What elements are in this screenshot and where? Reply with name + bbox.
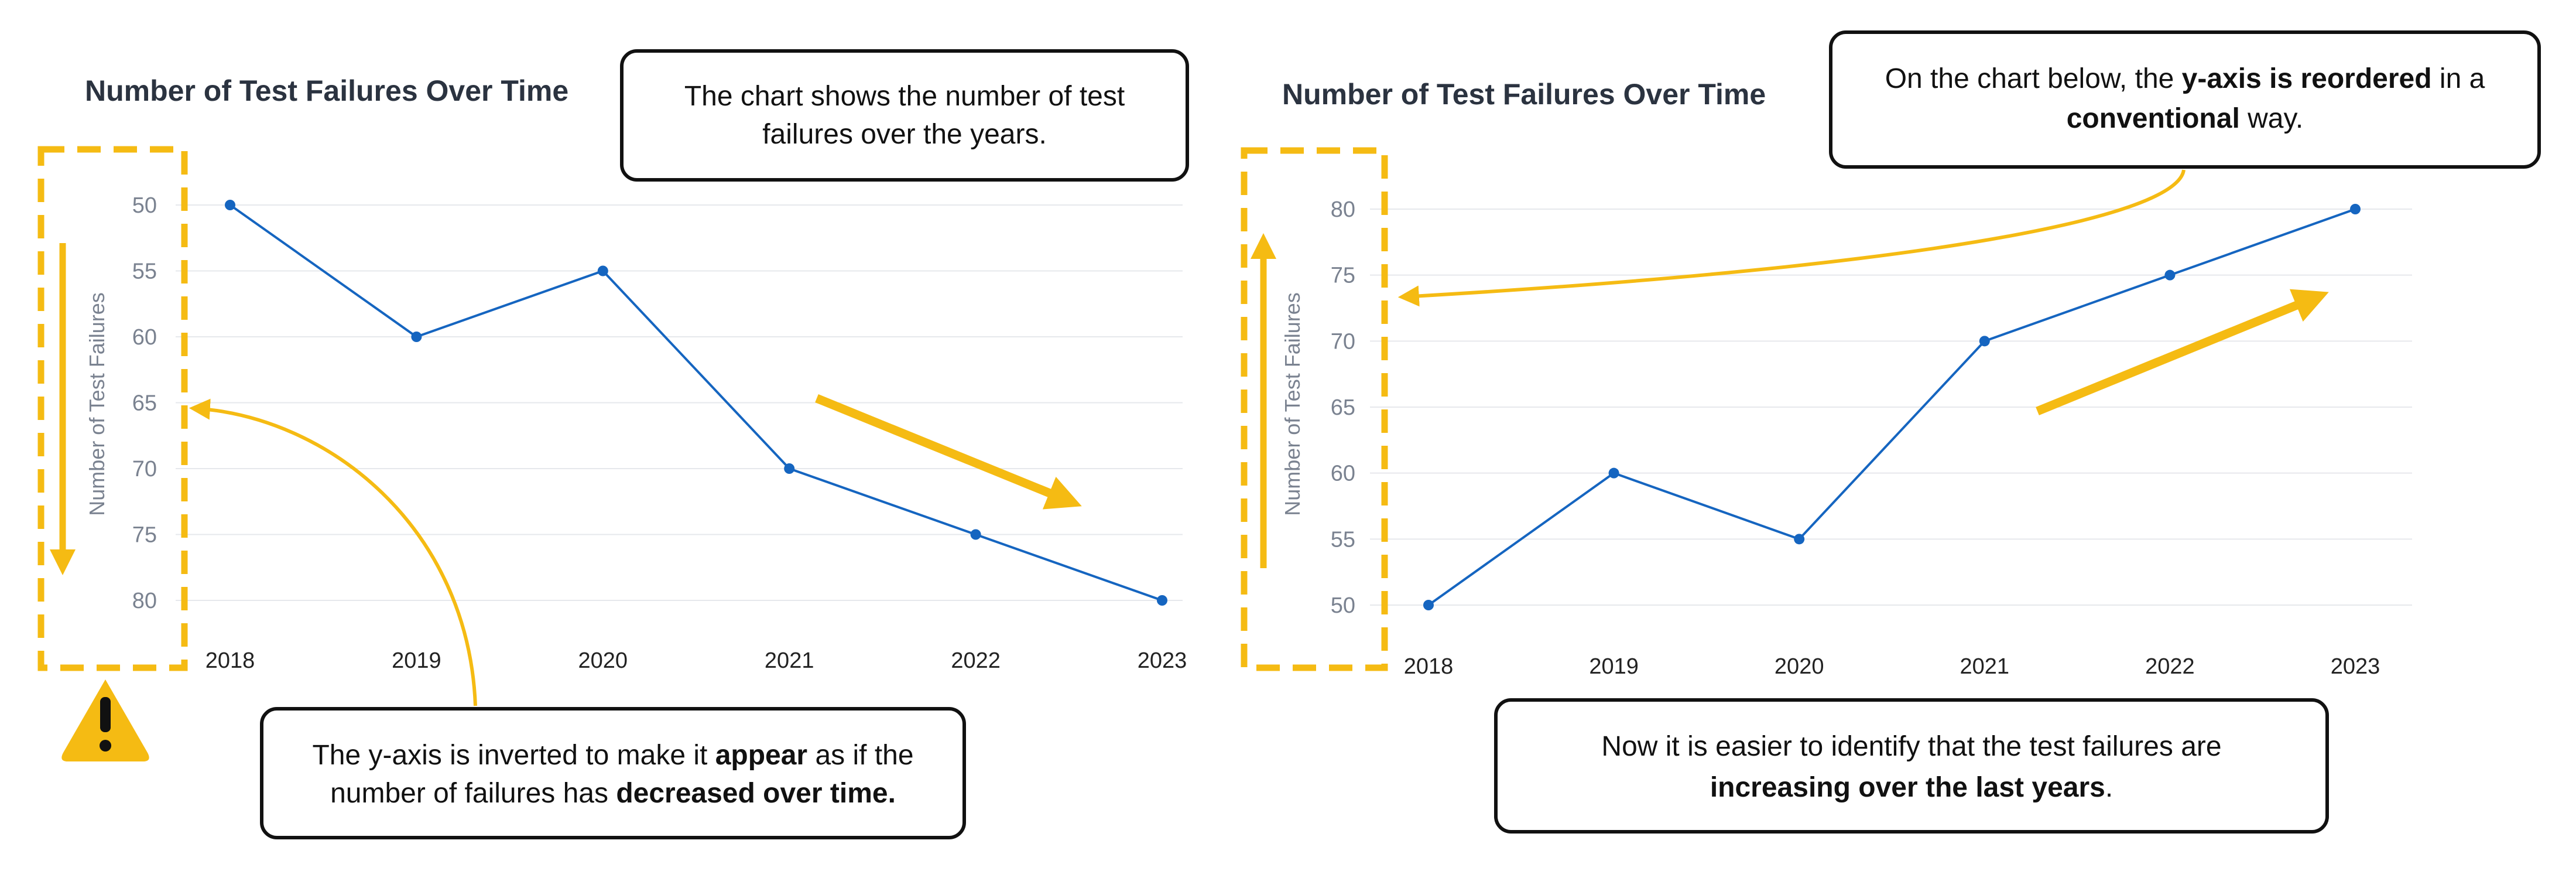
right-x-tick-label: 2022 xyxy=(2145,654,2195,679)
right-callout-pointer xyxy=(1397,169,2186,307)
left-y-tick-label: 80 xyxy=(132,589,157,613)
right-data-point xyxy=(1794,534,1805,545)
left-bottom-callout-line1: The y-axis is inverted to make it appear… xyxy=(312,740,913,771)
right-y-tick-label: 75 xyxy=(1331,264,1355,288)
left-chart: Number of Test Failures Over Time 50 55 60… xyxy=(85,74,1187,673)
left-chart-series xyxy=(225,200,1167,606)
right-y-tick-label: 80 xyxy=(1331,197,1355,222)
right-y-tick-label: 55 xyxy=(1331,527,1355,552)
right-data-point xyxy=(1423,600,1434,610)
right-top-callout: On the chart below, the y-axis is reorde… xyxy=(1829,30,2541,169)
left-data-point xyxy=(225,200,235,210)
right-y-tick-label: 65 xyxy=(1331,395,1355,420)
left-y-tick-label: 75 xyxy=(132,523,157,548)
left-x-tick-label: 2021 xyxy=(765,648,814,673)
left-chart-y-ticks: 50 55 60 65 70 75 80 xyxy=(132,193,157,613)
right-x-tick-label: 2021 xyxy=(1960,654,2010,679)
left-series-line xyxy=(229,204,1163,602)
right-y-axis-highlight-box xyxy=(1241,147,1388,671)
left-data-point xyxy=(784,463,795,474)
right-x-tick-label: 2018 xyxy=(1404,654,1454,679)
left-data-point xyxy=(1157,595,1167,606)
warning-icon xyxy=(61,679,149,761)
left-x-tick-label: 2018 xyxy=(205,648,255,673)
right-y-tick-label: 60 xyxy=(1331,462,1355,486)
left-chart-y-axis-label: Number of Test Failures xyxy=(85,292,109,515)
left-bottom-callout-line2: number of failures has decreased over ti… xyxy=(330,778,896,809)
right-x-tick-label: 2020 xyxy=(1775,654,1824,679)
right-top-callout-line1: On the chart below, the y-axis is reorde… xyxy=(1885,63,2485,94)
left-top-callout-line2: failures over the years. xyxy=(762,119,1047,150)
left-y-tick-label: 55 xyxy=(132,259,157,284)
left-y-tick-label: 70 xyxy=(132,457,157,481)
left-chart-title: Number of Test Failures Over Time xyxy=(85,74,568,107)
left-x-tick-label: 2020 xyxy=(578,648,628,673)
right-chart-series xyxy=(1423,204,2361,610)
left-y-tick-label: 65 xyxy=(132,391,157,416)
left-data-point xyxy=(411,332,422,342)
right-chart-y-ticks: 50 55 60 65 70 75 80 xyxy=(1331,197,1355,618)
left-chart-x-ticks: 2018 2019 2020 2021 2022 2023 xyxy=(205,648,1187,673)
right-data-point xyxy=(2350,204,2361,214)
right-series-line xyxy=(1427,208,2356,606)
left-data-point xyxy=(597,265,608,276)
left-y-tick-label: 60 xyxy=(132,325,157,350)
right-chart-title: Number of Test Failures Over Time xyxy=(1282,78,1766,111)
left-top-callout: The chart shows the number of test failu… xyxy=(620,49,1189,182)
right-data-point xyxy=(1979,336,1990,347)
left-y-tick-label: 50 xyxy=(132,193,157,218)
right-chart-x-ticks: 2018 2019 2020 2021 2022 2023 xyxy=(1404,654,2380,679)
left-top-callout-line1: The chart shows the number of test xyxy=(684,81,1125,112)
left-bottom-callout: The y-axis is inverted to make it appear… xyxy=(260,707,966,839)
left-callout-pointer xyxy=(189,398,477,706)
trend-up-arrow-icon xyxy=(2036,289,2329,415)
left-x-tick-label: 2022 xyxy=(951,648,1001,673)
right-y-tick-label: 70 xyxy=(1331,329,1355,354)
right-data-point xyxy=(1608,467,1619,479)
right-chart-grid xyxy=(1370,209,2412,606)
right-bottom-callout: Now it is easier to identify that the te… xyxy=(1494,698,2329,834)
right-x-tick-label: 2023 xyxy=(2331,654,2380,679)
left-x-tick-label: 2019 xyxy=(392,648,441,673)
left-x-tick-label: 2023 xyxy=(1138,648,1187,673)
left-y-axis-highlight-box xyxy=(37,146,188,671)
left-chart-grid xyxy=(176,204,1183,601)
trend-down-arrow-icon xyxy=(815,394,1082,510)
right-bottom-callout-line2: increasing over the last years. xyxy=(1710,772,2113,803)
left-data-point xyxy=(970,529,981,540)
right-chart-y-axis-label: Number of Test Failures xyxy=(1280,292,1304,515)
right-x-tick-label: 2019 xyxy=(1589,654,1639,679)
right-y-tick-label: 50 xyxy=(1331,593,1355,618)
right-chart: Number of Test Failures Over Time 50 55 60… xyxy=(1280,78,2412,679)
right-data-point xyxy=(2164,269,2176,281)
right-bottom-callout-line1: Now it is easier to identify that the te… xyxy=(1601,731,2221,762)
right-top-callout-line2: conventional way. xyxy=(2067,103,2304,134)
